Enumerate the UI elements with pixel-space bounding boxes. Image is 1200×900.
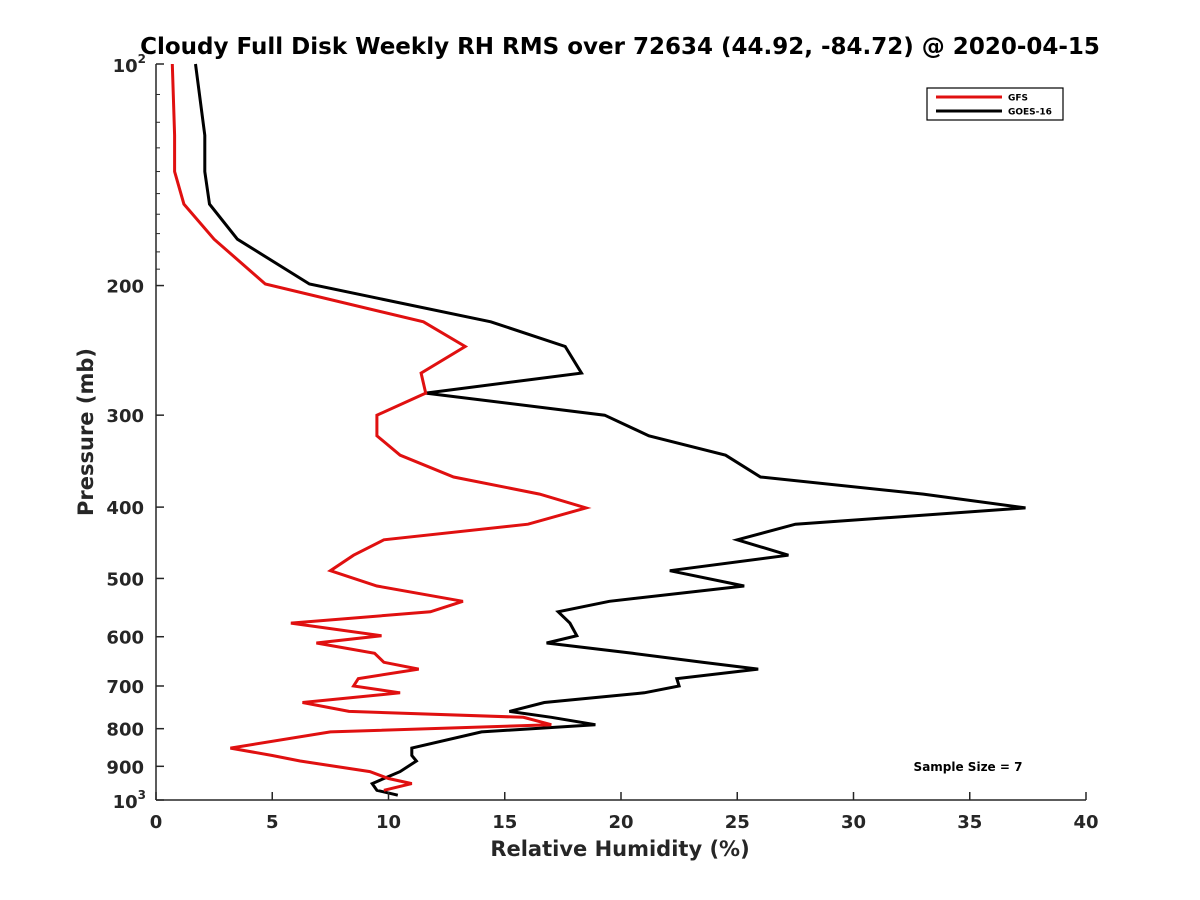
y-tick-label: 300 bbox=[106, 406, 144, 427]
x-tick-label: 35 bbox=[957, 812, 982, 833]
y-tick-label: 200 bbox=[106, 277, 144, 298]
plot-area: 0 5 10 15 20 25 30 35 40 102 200 300 400 500 600 700 800… bbox=[106, 52, 1098, 833]
legend: GFS GOES-16 bbox=[926, 87, 1064, 121]
legend-label-gfs: GFS bbox=[1008, 94, 1028, 104]
y-tick-label: 900 bbox=[106, 757, 144, 778]
y-tick-label: 700 bbox=[106, 677, 144, 698]
x-tick-label: 15 bbox=[492, 812, 517, 833]
series-line-goes-16 bbox=[194, 63, 1026, 797]
x-tick-label: 25 bbox=[725, 812, 750, 833]
x-tick-label: 10 bbox=[376, 812, 401, 833]
x-tick-label: 0 bbox=[150, 812, 163, 833]
y-tick-label: 600 bbox=[106, 628, 144, 649]
x-tick-label: 20 bbox=[608, 812, 633, 833]
series-line-gfs bbox=[170, 63, 592, 792]
y-tick-label: 400 bbox=[106, 498, 144, 519]
legend-label-goes-16: GOES-16 bbox=[1008, 108, 1052, 118]
y-axis-label: Pressure (mb) bbox=[74, 348, 98, 516]
chart-title: Cloudy Full Disk Weekly RH RMS over 7263… bbox=[140, 34, 1100, 60]
y-tick-label: 103 bbox=[113, 788, 146, 813]
y-tick-label: 102 bbox=[113, 52, 146, 77]
x-tick-label: 40 bbox=[1073, 812, 1098, 833]
y-tick-label: 500 bbox=[106, 569, 144, 590]
legend-box bbox=[926, 87, 1064, 121]
x-tick-label: 5 bbox=[266, 812, 279, 833]
x-axis-label: Relative Humidity (%) bbox=[490, 837, 749, 861]
x-tick-label: 30 bbox=[841, 812, 866, 833]
y-tick-label: 800 bbox=[106, 720, 144, 741]
sample-size-annotation: Sample Size = 7 bbox=[914, 760, 1023, 774]
